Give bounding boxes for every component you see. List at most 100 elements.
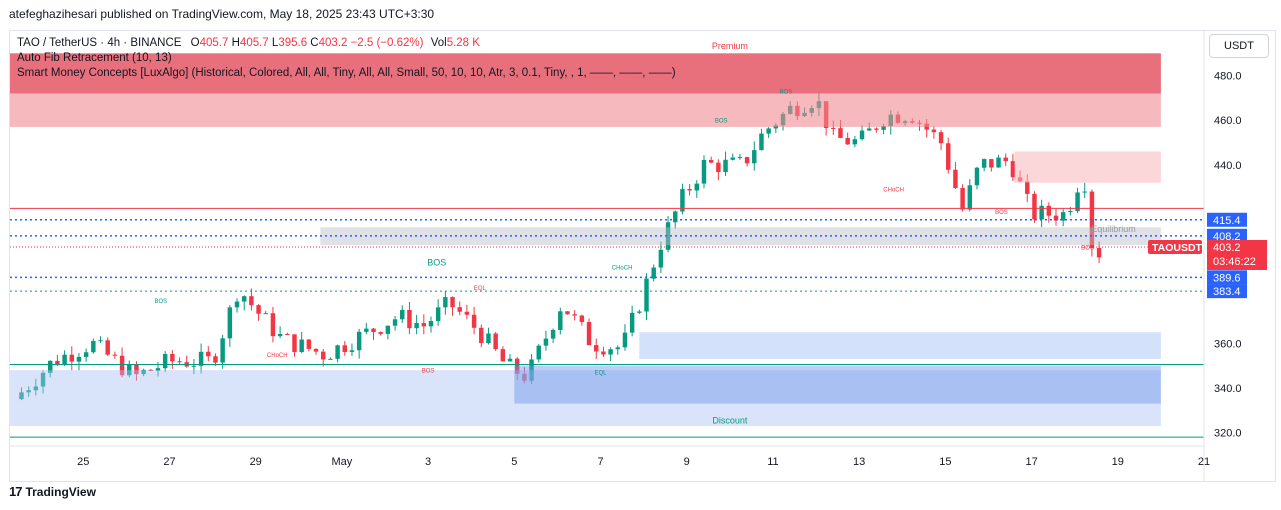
candle-body	[55, 360, 60, 365]
candle-body	[565, 311, 570, 315]
tradingview-footer[interactable]: 17 TradingView	[9, 484, 96, 499]
candle-body	[845, 137, 850, 145]
indicator-smc[interactable]: Smart Money Concepts [LuxAlgo] (Historic…	[17, 67, 676, 79]
candle-body	[378, 332, 383, 334]
y-tick-label: 340.0	[1214, 383, 1242, 395]
candle-body	[443, 297, 448, 308]
candle-body	[33, 386, 39, 391]
candle-body	[162, 354, 168, 369]
candle-body	[421, 323, 427, 327]
candle-body	[1082, 191, 1087, 193]
candle-body	[493, 333, 498, 350]
candle-body	[730, 157, 735, 160]
currency-button[interactable]: USDT	[1209, 34, 1269, 58]
candle-body	[464, 311, 470, 315]
candle-body	[385, 325, 391, 334]
candle-body	[127, 364, 132, 376]
symbol-name[interactable]: TAO / TetherUS · 4h · BINANCE	[17, 37, 182, 49]
candle-body	[321, 351, 326, 360]
smc-label: CHoCH	[267, 353, 288, 359]
candle-body	[866, 128, 872, 131]
candle-body	[931, 129, 937, 133]
smc-label: BOS	[715, 118, 728, 124]
smc-label: BOS	[780, 89, 793, 95]
change-value: −2.5 (−0.62%)	[350, 37, 424, 49]
candle-body	[622, 332, 628, 348]
candle-body	[708, 159, 714, 163]
volume-label: Vol	[430, 37, 447, 49]
smc-zone	[1014, 151, 1161, 183]
candle-body	[263, 313, 268, 315]
candle-body	[1053, 215, 1059, 221]
last-price-box	[1207, 239, 1267, 270]
last-price-text: 403.2	[1213, 242, 1241, 254]
candle-body	[1046, 205, 1052, 216]
candle-body	[500, 349, 506, 362]
candle-body	[1075, 192, 1080, 212]
candle-body	[665, 222, 671, 250]
candle-body	[450, 297, 455, 308]
candle-body	[694, 183, 700, 191]
chart-area[interactable]	[9, 30, 1276, 482]
candle-body	[349, 350, 355, 352]
smc-zone	[10, 53, 1161, 94]
smc-label: CHoCH	[612, 266, 633, 272]
candle-body	[938, 132, 944, 144]
candle-body	[277, 334, 283, 337]
candle-body	[48, 360, 53, 373]
smc-label: EQL	[474, 286, 487, 292]
candle-body	[1032, 193, 1037, 220]
candle-body	[414, 323, 419, 329]
candle-body	[859, 130, 865, 140]
symbol-row[interactable]: TAO / TetherUS · 4h · BINANCE O405.7 H40…	[17, 36, 676, 51]
candle-body	[112, 354, 118, 356]
x-tick-label: 17	[1025, 456, 1037, 468]
candle-body	[313, 348, 319, 352]
candle-body	[644, 278, 649, 312]
candle-body	[507, 358, 513, 362]
x-tick-label: 21	[1198, 456, 1210, 468]
candle-body	[1096, 248, 1102, 258]
candle-body	[435, 307, 441, 322]
candle-body	[981, 159, 987, 168]
high-value: 405.7	[239, 37, 269, 49]
candle-body	[220, 338, 225, 363]
indicator-fib[interactable]: Auto Fib Retracement (10, 13)	[17, 52, 172, 64]
candle-body	[335, 345, 340, 359]
candle-body	[680, 189, 685, 212]
price-label-box	[1207, 270, 1247, 285]
candle-body	[141, 369, 146, 375]
candle-body	[227, 307, 233, 339]
candle-body	[514, 358, 520, 374]
x-tick-label: 25	[77, 456, 89, 468]
price-label-box	[1207, 228, 1247, 243]
candle-body	[1068, 211, 1073, 213]
candle-body	[407, 309, 412, 329]
smc-zone	[514, 365, 1161, 404]
candle-body	[155, 368, 161, 371]
candle-body	[996, 157, 1001, 168]
x-tick-label: 27	[163, 456, 175, 468]
candle-body	[1039, 205, 1044, 220]
candle-body	[615, 347, 621, 350]
price-label-text: 415.4	[1213, 215, 1241, 227]
candle-body	[579, 315, 585, 322]
smc-label: BOS	[155, 299, 168, 305]
price-label-box	[1207, 284, 1247, 299]
smc-zone	[639, 332, 1161, 359]
open-label: O	[190, 37, 200, 49]
candle-body	[637, 311, 642, 313]
candle-body	[881, 126, 886, 130]
candle-body	[536, 345, 541, 360]
price-label-text: 383.4	[1213, 286, 1241, 298]
candle-body	[213, 356, 218, 363]
candle-body	[83, 352, 89, 357]
candle-body	[874, 128, 879, 130]
brand-name: TradingView	[25, 484, 96, 499]
candle-body	[62, 354, 67, 365]
symbol-tag	[1148, 239, 1202, 254]
candle-body	[371, 328, 376, 333]
chart-legend: TAO / TetherUS · 4h · BINANCE O405.7 H40…	[17, 36, 676, 81]
x-tick-label: 9	[684, 456, 690, 468]
